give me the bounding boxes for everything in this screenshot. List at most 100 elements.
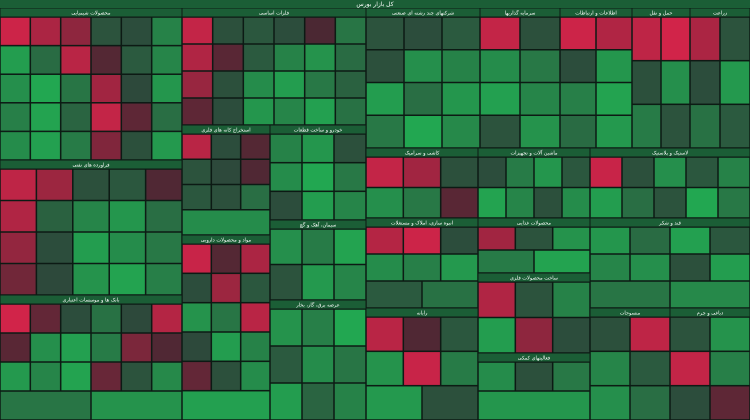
stock-tile xyxy=(91,103,122,132)
stock-tile xyxy=(182,390,270,420)
sector-name: ساخت محصولات فلزی xyxy=(510,276,558,282)
stock-tile xyxy=(366,254,404,281)
stock-tile xyxy=(109,232,146,264)
stock-tile xyxy=(182,332,212,362)
stock-tile xyxy=(480,82,520,115)
stock-tile xyxy=(121,131,152,160)
sector-header xyxy=(182,8,366,17)
stock-tile xyxy=(478,391,590,420)
sector-header xyxy=(670,308,750,317)
stock-tile xyxy=(422,281,478,308)
stock-tile xyxy=(710,317,750,352)
stock-tile xyxy=(590,254,630,281)
stock-tile xyxy=(690,17,720,61)
stock-tile xyxy=(590,227,630,254)
stock-tile xyxy=(182,273,212,303)
stock-tile xyxy=(182,98,213,125)
sector-name: ماشین آلات و تجهیزات xyxy=(510,150,557,157)
sector-header xyxy=(366,8,480,17)
stock-tile xyxy=(274,71,305,98)
stock-tile xyxy=(30,103,61,132)
sector-name: فراورده های نفتی xyxy=(72,163,110,169)
stock-tile xyxy=(596,82,632,115)
stock-tile xyxy=(30,304,61,333)
stock-tile xyxy=(304,17,336,44)
stock-tile xyxy=(240,332,270,362)
stock-tile xyxy=(440,254,478,281)
sector-header xyxy=(478,218,590,227)
sector-name: رایانه xyxy=(417,311,428,317)
sector-name: انبوه سازی، املاک و مستغلات xyxy=(391,220,453,227)
stock-tile xyxy=(596,115,632,148)
stock-tile xyxy=(212,44,244,71)
stock-tile xyxy=(720,104,750,148)
stock-tile xyxy=(590,317,630,352)
stock-tile xyxy=(718,187,750,218)
stock-tile xyxy=(442,115,480,148)
stock-tile xyxy=(91,362,122,391)
stock-tile xyxy=(690,104,720,148)
stock-tile xyxy=(182,302,212,332)
stock-tile xyxy=(91,304,122,333)
stock-tile xyxy=(560,115,596,148)
stock-tile xyxy=(182,244,212,274)
stock-tile xyxy=(240,159,270,185)
stock-tile xyxy=(366,317,404,352)
stock-tile xyxy=(478,282,516,318)
sector-name: منسوجات xyxy=(620,311,641,317)
stock-tile xyxy=(630,385,670,420)
stock-tile xyxy=(270,229,302,265)
stock-tile xyxy=(240,302,270,332)
stock-tile xyxy=(403,187,441,218)
stock-tile xyxy=(720,17,750,61)
stock-tile xyxy=(596,17,632,50)
stock-tile xyxy=(0,169,37,201)
stock-tile xyxy=(366,187,404,218)
stock-tile xyxy=(182,44,213,71)
stock-tile xyxy=(442,82,480,115)
stock-tile xyxy=(404,17,442,50)
stock-tile xyxy=(478,250,534,273)
stock-tile xyxy=(590,187,622,218)
stock-tile xyxy=(240,244,270,274)
stock-tile xyxy=(109,200,146,232)
sector-name: محصولات شیمیایی xyxy=(71,11,110,17)
stock-tile xyxy=(520,50,560,83)
stock-tile xyxy=(654,157,686,188)
stock-tile xyxy=(274,44,305,71)
stock-tile xyxy=(302,229,334,265)
stock-tile xyxy=(562,187,590,218)
stock-tile xyxy=(243,44,274,71)
stock-tile xyxy=(480,50,520,83)
sector-header xyxy=(0,8,182,17)
sector-header xyxy=(270,220,366,229)
stock-tile xyxy=(366,281,422,308)
sector-name: عرضه برق، گاز، بخار xyxy=(295,302,340,309)
stock-tile xyxy=(478,187,506,218)
sector-header xyxy=(590,308,670,317)
stock-tile xyxy=(211,134,241,159)
stock-tile xyxy=(560,17,596,50)
stock-tile xyxy=(403,254,441,281)
stock-tile xyxy=(302,346,334,383)
sector-header xyxy=(366,308,478,317)
stock-tile xyxy=(240,134,270,159)
sector-header xyxy=(270,125,366,134)
stock-tile xyxy=(404,115,442,148)
sector-header xyxy=(366,148,478,157)
stock-tile xyxy=(30,45,61,74)
stock-tile xyxy=(182,159,212,185)
stock-tile xyxy=(335,44,366,71)
stock-tile xyxy=(60,45,91,74)
sector-header xyxy=(478,353,590,362)
stock-tile xyxy=(596,50,632,83)
stock-tile xyxy=(270,162,302,192)
stock-tile xyxy=(506,187,534,218)
stock-tile xyxy=(590,351,630,386)
stock-tile xyxy=(30,17,61,46)
stock-tile xyxy=(622,187,654,218)
stock-tile xyxy=(182,184,212,210)
sector-header xyxy=(590,218,750,227)
sector-name: سرمایه گذاریها xyxy=(505,10,536,17)
stock-tile xyxy=(240,273,270,303)
